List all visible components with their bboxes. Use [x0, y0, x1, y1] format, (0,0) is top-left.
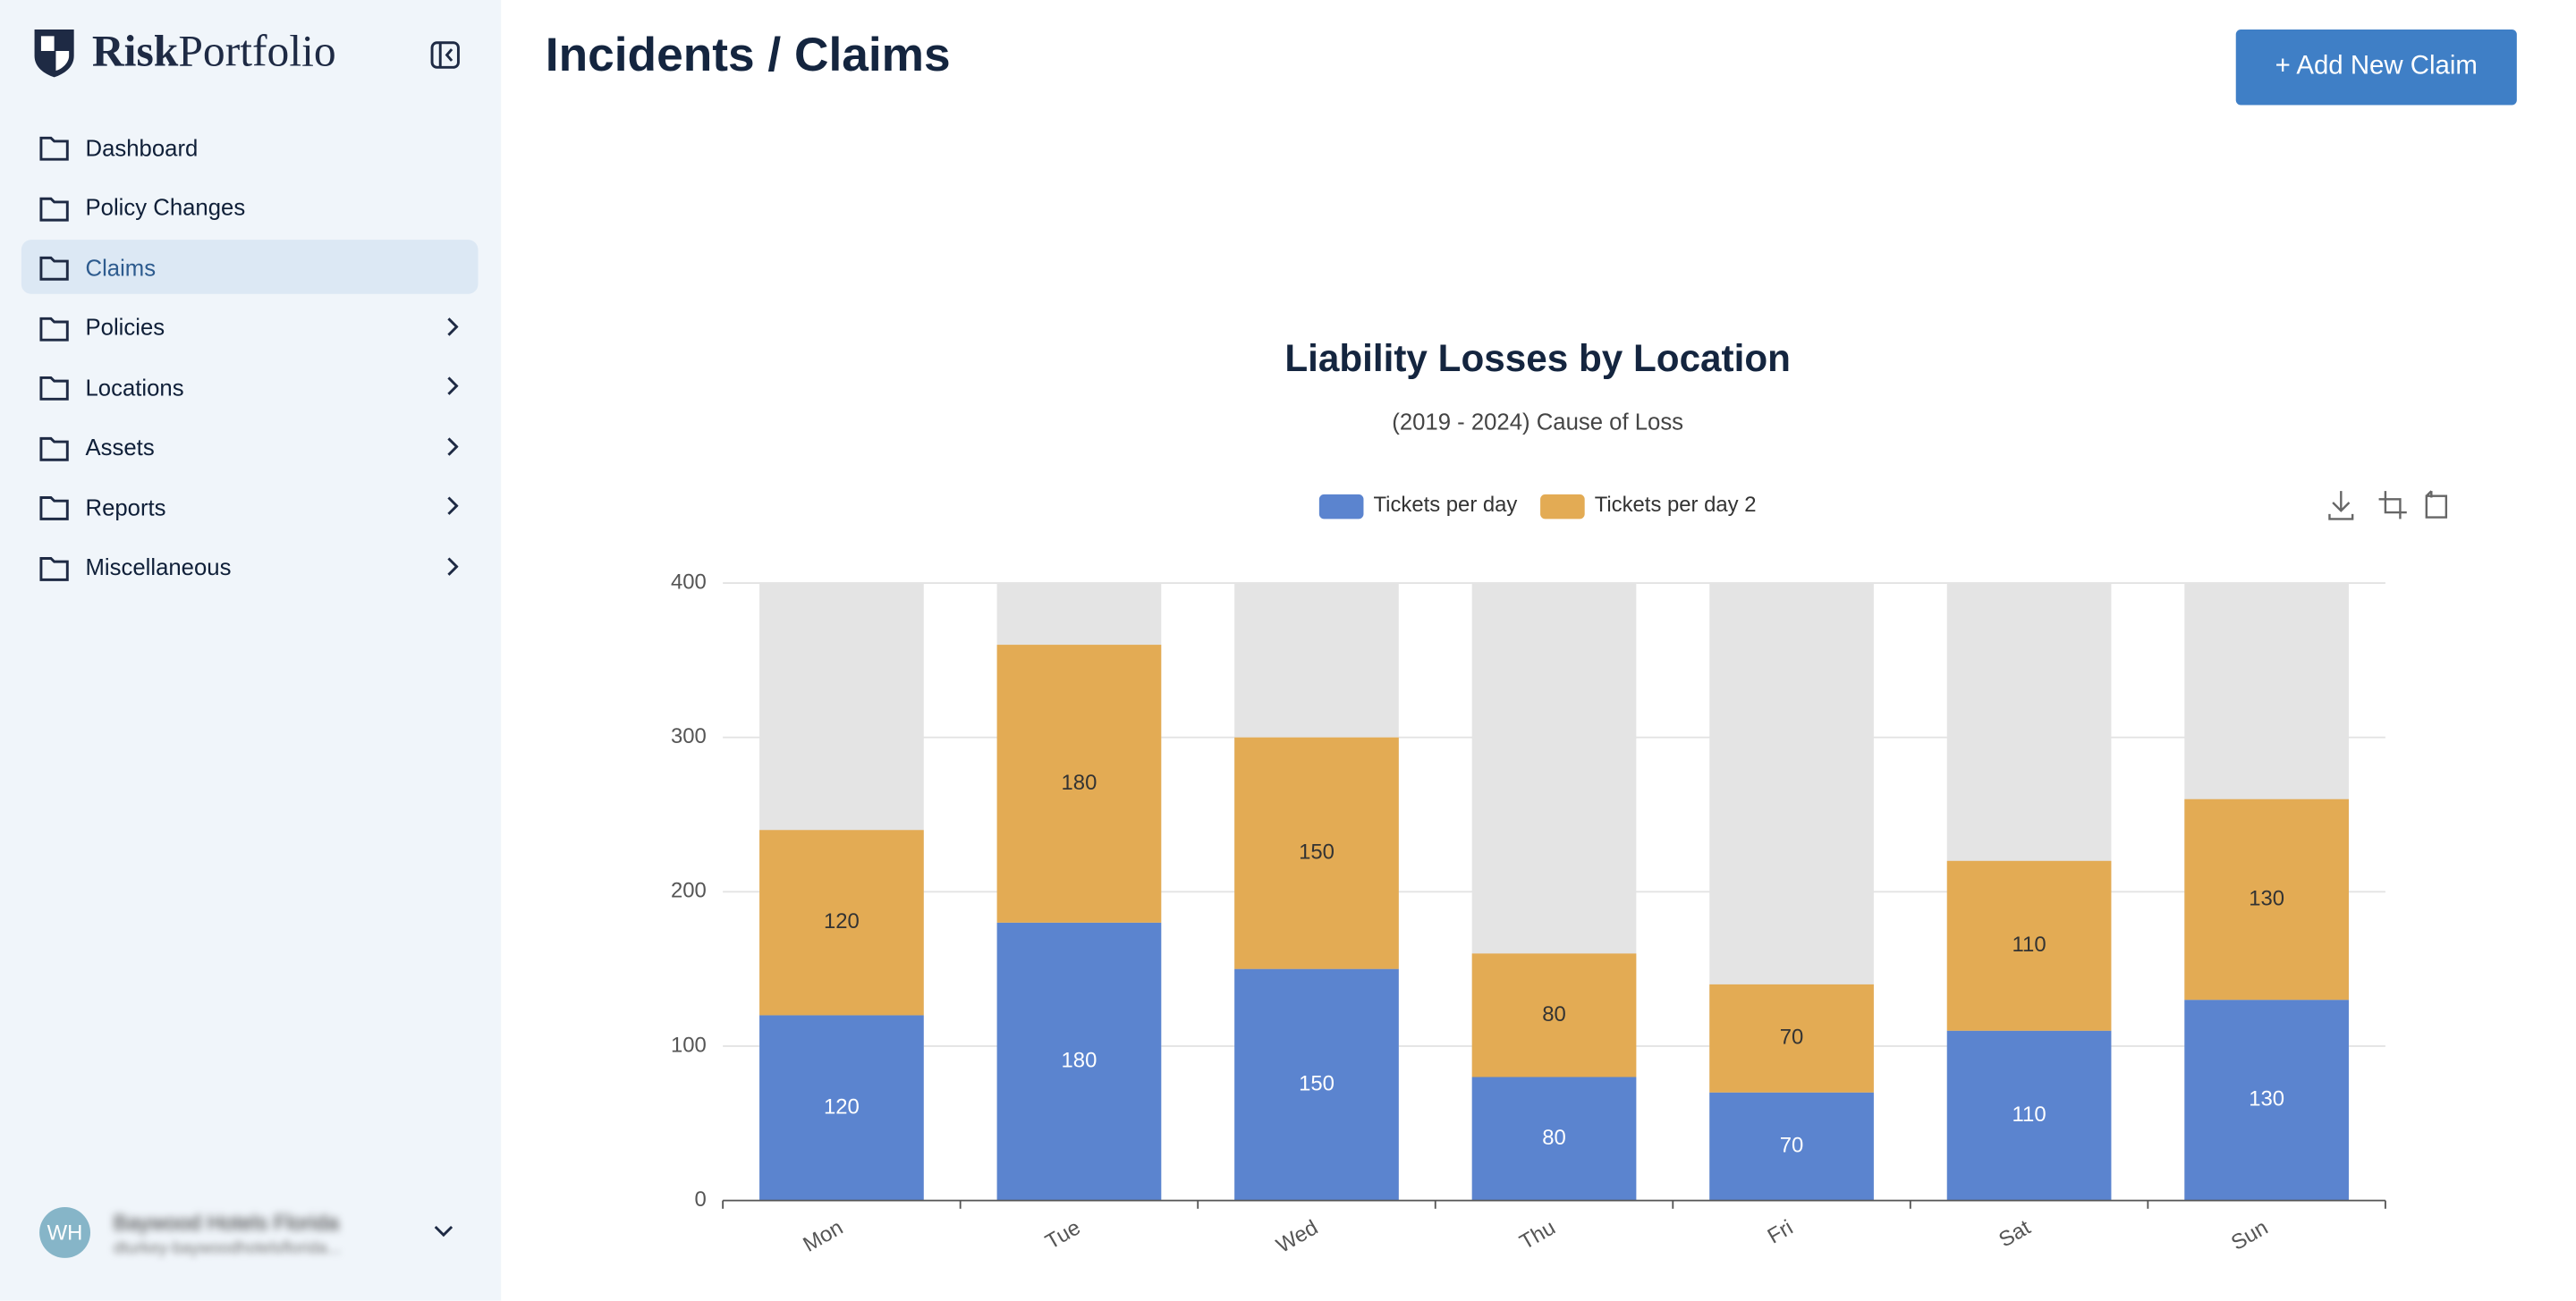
data-label: 130 — [2249, 886, 2284, 910]
y-tick-label: 400 — [671, 570, 707, 594]
chevron — [447, 556, 459, 575]
data-label: 150 — [1299, 840, 1335, 864]
nav-icon — [39, 556, 69, 580]
x-tick-label: Wed — [1273, 1215, 1323, 1258]
data-label: 80 — [1542, 1002, 1566, 1026]
nav-icon — [39, 256, 69, 281]
data-label: 70 — [1780, 1026, 1804, 1050]
sidebar: RiskPortfolio Dashboard Policy Changes Cla… — [0, 0, 502, 1301]
nav-label: Locations — [85, 373, 184, 401]
bar — [1471, 1077, 1637, 1201]
chevron — [447, 317, 459, 335]
nav-icon — [39, 196, 69, 221]
user-menu[interactable] — [434, 1225, 453, 1238]
chart: Liability Losses by Location (2019 - 202… — [671, 337, 2448, 1258]
data-label: 80 — [1542, 1126, 1566, 1150]
nav-icon — [39, 316, 69, 341]
nav-label: Policies — [85, 313, 165, 341]
nav-item[interactable]: Locations — [21, 359, 479, 414]
y-tick-label: 100 — [671, 1033, 707, 1057]
bar — [1234, 737, 1399, 969]
x-tick-label: Mon — [799, 1215, 847, 1257]
chevron — [447, 436, 459, 455]
bar — [1946, 860, 2112, 1031]
nav-label: Dashboard — [85, 133, 199, 161]
legend-swatch — [1318, 494, 1364, 520]
avatar: WH — [39, 1206, 91, 1258]
data-label: 180 — [1062, 771, 1097, 795]
bar — [996, 645, 1162, 923]
nav-item[interactable]: Reports — [21, 479, 479, 534]
x-tick-label: Thu — [1516, 1215, 1560, 1255]
bar — [759, 1015, 924, 1201]
bar — [759, 830, 924, 1016]
user-email: dturkey-baywoodhotelsflorida... — [113, 1239, 341, 1258]
toolbox[interactable] — [2328, 490, 2448, 520]
nav-icon — [39, 436, 69, 460]
brand-bold: Risk — [91, 26, 179, 76]
brand: RiskPortfolio — [92, 26, 336, 77]
bar — [2184, 798, 2349, 1001]
data-label: 110 — [2012, 1102, 2046, 1127]
collapse-icon[interactable] — [430, 41, 460, 69]
nav-label: Claims — [85, 253, 157, 281]
bar — [1946, 1030, 2112, 1201]
brand-light: Portfolio — [178, 26, 336, 76]
chart-title: Liability Losses by Location — [1284, 337, 1791, 379]
bar — [1709, 984, 1874, 1093]
y-tick-label: 200 — [671, 879, 707, 903]
chevron — [447, 376, 459, 395]
x-tick-label: Sun — [2227, 1215, 2272, 1255]
bar — [2184, 1000, 2349, 1201]
legend-swatch — [1540, 494, 1585, 520]
bar — [1709, 1092, 1874, 1201]
y-tick-label: 300 — [671, 724, 707, 748]
user-name: Baywood Hotels Florida — [113, 1210, 339, 1236]
data-label: 130 — [2249, 1087, 2284, 1111]
nav-label: Miscellaneous — [85, 553, 232, 580]
nav-item[interactable]: Dashboard — [21, 120, 479, 174]
x-tick-label: Fri — [1764, 1215, 1798, 1248]
data-label: 110 — [2012, 933, 2046, 957]
nav-label: Reports — [85, 493, 166, 520]
add-claim-button[interactable]: + Add New Claim — [2235, 30, 2517, 106]
bar — [1234, 968, 1399, 1201]
nav-icon — [39, 136, 69, 161]
bar — [1471, 953, 1637, 1077]
nav-label: Policy Changes — [85, 193, 246, 221]
data-label: 150 — [1299, 1071, 1335, 1095]
data-label: 70 — [1780, 1134, 1804, 1158]
data-label: 180 — [1062, 1049, 1097, 1073]
nav-item[interactable]: Claims — [21, 240, 479, 294]
nav-item[interactable]: Policies — [21, 300, 479, 354]
nav-icon — [39, 496, 69, 520]
nav-label: Assets — [85, 433, 155, 460]
chevron — [447, 496, 459, 515]
page-title: Incidents / Claims — [545, 30, 951, 82]
legend-label: Tickets per day — [1373, 493, 1517, 517]
nav-item[interactable]: Policy Changes — [21, 180, 479, 234]
logo — [34, 30, 74, 78]
nav-icon — [39, 376, 69, 401]
bar — [996, 922, 1162, 1201]
x-tick-label: Tue — [1041, 1215, 1084, 1254]
data-label: 120 — [824, 909, 860, 934]
data-label: 120 — [824, 1094, 860, 1119]
chart-subtitle: (2019 - 2024) Cause of Loss — [1392, 410, 1683, 435]
nav-item[interactable]: Assets — [21, 419, 479, 474]
nav-item[interactable]: Miscellaneous — [21, 539, 479, 594]
y-tick-label: 0 — [694, 1187, 706, 1212]
legend-label: Tickets per day 2 — [1595, 493, 1757, 517]
x-tick-label: Sat — [1995, 1215, 2035, 1252]
